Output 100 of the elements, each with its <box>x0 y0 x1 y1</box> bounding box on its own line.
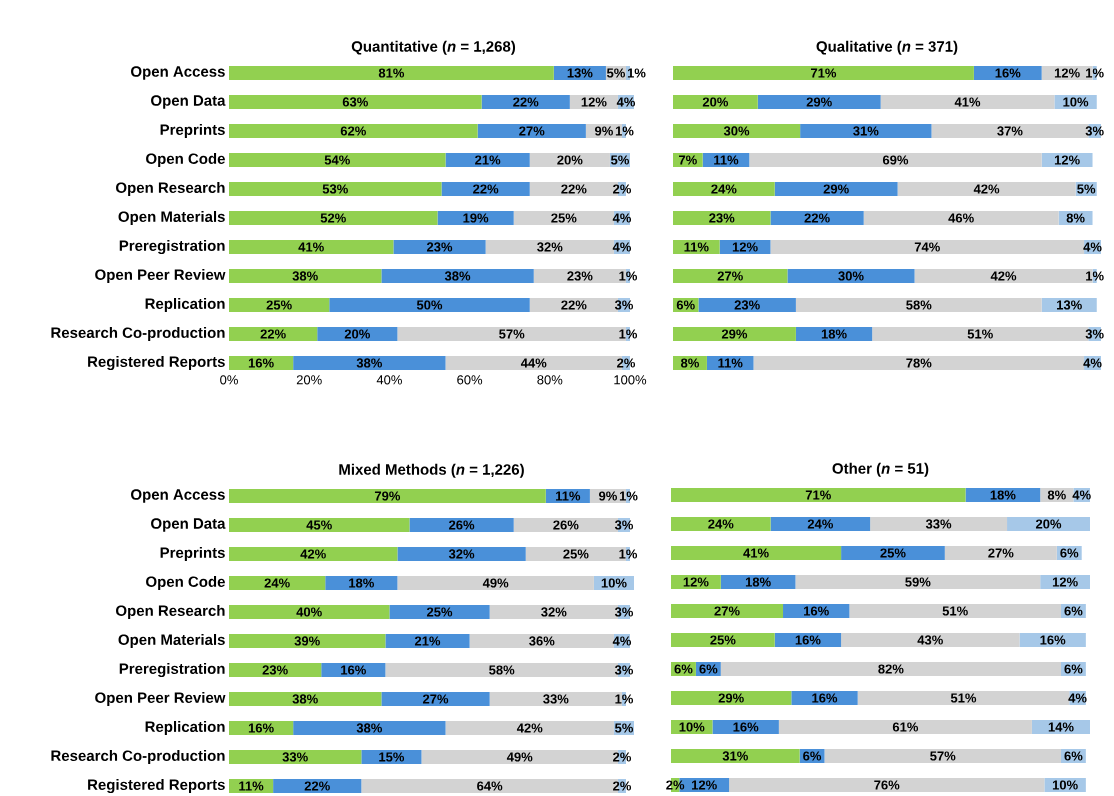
data-label: 13% <box>1057 300 1082 310</box>
bar <box>673 181 775 196</box>
data-label: 16% <box>1040 635 1066 645</box>
data-label: 9% <box>599 491 617 501</box>
data-label: 31% <box>853 126 879 136</box>
bar <box>791 690 858 705</box>
y-tick-label: Preprints <box>160 546 225 561</box>
data-label: 40% <box>296 607 322 617</box>
bar <box>409 517 514 532</box>
data-label: 29% <box>721 329 748 339</box>
data-label: 38% <box>292 271 318 281</box>
data-label: 6% <box>676 300 695 310</box>
data-label: 38% <box>356 723 383 733</box>
data-label: 37% <box>997 126 1023 136</box>
bar <box>229 749 362 764</box>
data-label: 41% <box>298 242 324 252</box>
data-label: 10% <box>1052 780 1078 790</box>
data-label: 3% <box>614 665 634 675</box>
bar <box>671 632 775 647</box>
bar <box>485 239 614 254</box>
data-label: 23% <box>734 300 760 310</box>
x-tick-label: 80% <box>537 375 563 385</box>
data-label: 29% <box>823 184 849 194</box>
data-label: 1% <box>627 68 646 78</box>
bar <box>229 210 438 225</box>
bar <box>857 690 1070 705</box>
bar <box>393 239 486 254</box>
bar <box>229 326 318 341</box>
data-label: 57% <box>499 329 525 339</box>
data-label: 27% <box>519 126 545 136</box>
data-label: 23% <box>567 271 593 281</box>
y-tick-label: Open Materials <box>118 633 225 648</box>
data-label: 42% <box>300 549 326 559</box>
data-label: 22% <box>473 184 499 194</box>
data-label: 1% <box>619 271 638 281</box>
data-label: 25% <box>563 549 589 559</box>
data-label: 3% <box>614 607 634 617</box>
data-label: 19% <box>463 213 489 223</box>
y-tick-label: Preregistration <box>119 662 225 677</box>
data-label: 12% <box>581 97 607 107</box>
data-label: 45% <box>306 520 332 530</box>
x-tick-label: 0% <box>220 375 238 385</box>
data-label: 22% <box>513 97 539 107</box>
data-label: 81% <box>378 68 405 78</box>
bar <box>880 94 1055 109</box>
data-label: 9% <box>594 126 613 136</box>
bar <box>795 297 1042 312</box>
data-label: 8% <box>680 358 699 368</box>
y-tick-label: Registered Reports <box>88 355 225 370</box>
data-label: 27% <box>422 694 449 704</box>
data-label: 32% <box>537 242 563 252</box>
data-label: 18% <box>745 577 771 587</box>
data-label: 71% <box>811 68 837 78</box>
data-label: 30% <box>838 271 864 281</box>
bar <box>720 661 1061 676</box>
data-label: 39% <box>294 636 320 646</box>
bar <box>397 575 594 590</box>
data-label: 13% <box>567 68 593 78</box>
data-label: 18% <box>349 578 374 588</box>
x-tick-label: 20% <box>296 375 322 385</box>
bar <box>897 181 1076 196</box>
data-label: 4% <box>1068 693 1087 703</box>
data-label: 1% <box>619 329 638 339</box>
bar <box>445 720 614 735</box>
bar <box>673 210 771 225</box>
data-label: 43% <box>917 635 943 645</box>
bar <box>229 268 382 283</box>
bar <box>757 94 881 109</box>
data-label: 33% <box>282 752 308 762</box>
data-label: 16% <box>248 723 274 733</box>
data-label: 22% <box>561 184 587 194</box>
bar <box>229 181 442 196</box>
bar <box>671 748 800 763</box>
y-tick-label: Replication <box>145 297 225 312</box>
data-label: 27% <box>988 548 1014 558</box>
y-tick-label: Registered Reports <box>88 778 225 793</box>
data-label: 30% <box>723 126 750 136</box>
data-label: 5% <box>1077 184 1096 194</box>
bar <box>673 268 788 283</box>
data-label: 4% <box>1072 490 1091 500</box>
data-label: 22% <box>260 329 286 339</box>
bar <box>841 545 945 560</box>
data-label: 22% <box>561 300 587 310</box>
chart-title: Other (n = 51) <box>832 462 929 477</box>
data-label: 54% <box>324 155 350 165</box>
data-label: 3% <box>1085 126 1104 136</box>
data-label: 4% <box>612 636 632 646</box>
y-tick-label: Open Data <box>151 518 226 532</box>
bar <box>229 297 330 312</box>
data-label: 12% <box>683 577 709 587</box>
data-label: 71% <box>805 490 831 500</box>
bar <box>671 690 792 705</box>
data-label: 76% <box>874 780 900 790</box>
bar <box>778 719 1032 734</box>
data-label: 12% <box>1054 68 1080 78</box>
bar <box>849 603 1061 618</box>
data-label: 10% <box>1063 97 1089 107</box>
chart-title: Quantitative (n = 1,268) <box>351 40 516 55</box>
x-tick-label: 60% <box>457 375 483 385</box>
data-label: 52% <box>320 213 346 223</box>
